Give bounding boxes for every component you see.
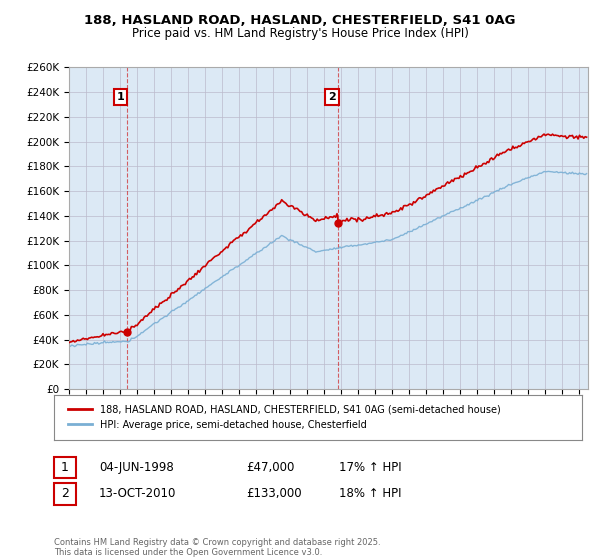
Text: Contains HM Land Registry data © Crown copyright and database right 2025.
This d: Contains HM Land Registry data © Crown c…	[54, 538, 380, 557]
Text: Price paid vs. HM Land Registry's House Price Index (HPI): Price paid vs. HM Land Registry's House …	[131, 27, 469, 40]
Text: £47,000: £47,000	[246, 461, 295, 474]
Text: 13-OCT-2010: 13-OCT-2010	[99, 487, 176, 501]
Text: 2: 2	[328, 92, 336, 102]
Text: 188, HASLAND ROAD, HASLAND, CHESTERFIELD, S41 0AG: 188, HASLAND ROAD, HASLAND, CHESTERFIELD…	[84, 14, 516, 27]
Legend: 188, HASLAND ROAD, HASLAND, CHESTERFIELD, S41 0AG (semi-detached house), HPI: Av: 188, HASLAND ROAD, HASLAND, CHESTERFIELD…	[64, 401, 505, 433]
Text: 1: 1	[61, 461, 69, 474]
Text: 17% ↑ HPI: 17% ↑ HPI	[339, 461, 401, 474]
Text: 1: 1	[117, 92, 125, 102]
Text: 2: 2	[61, 487, 69, 501]
Text: £133,000: £133,000	[246, 487, 302, 501]
Text: 04-JUN-1998: 04-JUN-1998	[99, 461, 174, 474]
Text: 18% ↑ HPI: 18% ↑ HPI	[339, 487, 401, 501]
